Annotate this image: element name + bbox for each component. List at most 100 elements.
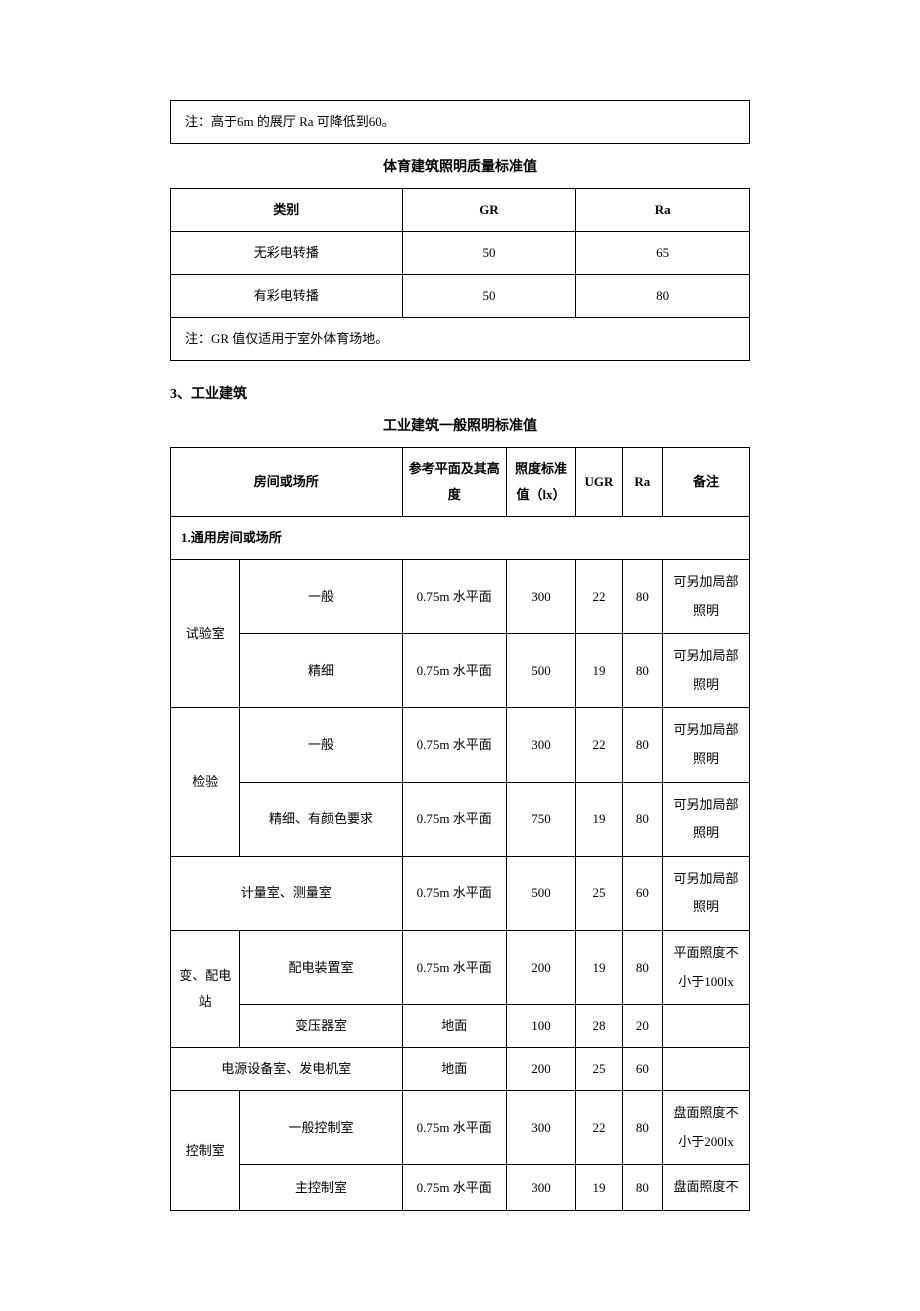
col-gr: GR — [402, 189, 576, 232]
table-row: 控制室 一般控制室 0.75m 水平面 300 22 80 盘面照度不小于200… — [171, 1091, 750, 1165]
col-category: 类别 — [171, 189, 403, 232]
cell: 300 — [506, 560, 575, 634]
cell: 20 — [622, 1005, 663, 1048]
cell: 750 — [506, 782, 575, 856]
cell: 60 — [622, 1048, 663, 1091]
cell: 一般 — [240, 708, 402, 782]
table-row: 注：GR 值仅适用于室外体育场地。 — [171, 318, 750, 361]
cell-remark — [663, 1005, 750, 1048]
col-ugr: UGR — [576, 448, 622, 517]
cell: 80 — [576, 275, 750, 318]
cell: 80 — [622, 1165, 663, 1211]
cell: 变压器室 — [240, 1005, 402, 1048]
page: 注：高于6m 的展厅 Ra 可降低到60。 体育建筑照明质量标准值 类别 GR … — [0, 0, 920, 1311]
cell: 80 — [622, 634, 663, 708]
cell: 0.75m 水平面 — [402, 634, 506, 708]
cell-remark: 可另加局部照明 — [663, 634, 750, 708]
cell: 地面 — [402, 1048, 506, 1091]
cell-group: 检验 — [171, 708, 240, 856]
industrial-lighting-table: 房间或场所 参考平面及其高度 照度标准值（lx） UGR Ra 备注 1.通用房… — [170, 447, 750, 1211]
cell: 精细 — [240, 634, 402, 708]
cell: 一般 — [240, 560, 402, 634]
cell: 配电装置室 — [240, 930, 402, 1004]
cell: 22 — [576, 560, 622, 634]
cell: 28 — [576, 1005, 622, 1048]
cell: 19 — [576, 930, 622, 1004]
col-lx: 照度标准值（lx） — [506, 448, 575, 517]
cell-remark: 可另加局部照明 — [663, 856, 750, 930]
cell: 22 — [576, 708, 622, 782]
cell: 100 — [506, 1005, 575, 1048]
table-row: 变、配电站 配电装置室 0.75m 水平面 200 19 80 平面照度不小于1… — [171, 930, 750, 1004]
cell-remark: 盘面照度不小于200lx — [663, 1091, 750, 1165]
cell-group: 试验室 — [171, 560, 240, 708]
cell: 地面 — [402, 1005, 506, 1048]
cell: 0.75m 水平面 — [402, 560, 506, 634]
table-row: 精细 0.75m 水平面 500 19 80 可另加局部照明 — [171, 634, 750, 708]
col-plane: 参考平面及其高度 — [402, 448, 506, 517]
cell: 0.75m 水平面 — [402, 708, 506, 782]
cell: 80 — [622, 782, 663, 856]
table-row: 试验室 一般 0.75m 水平面 300 22 80 可另加局部照明 — [171, 560, 750, 634]
col-ra: Ra — [576, 189, 750, 232]
table-row: 检验 一般 0.75m 水平面 300 22 80 可另加局部照明 — [171, 708, 750, 782]
cell-group: 变、配电站 — [171, 930, 240, 1047]
table2-title: 工业建筑一般照明标准值 — [170, 413, 750, 441]
cell: 65 — [576, 232, 750, 275]
cell-group: 控制室 — [171, 1091, 240, 1211]
table-row: 计量室、测量室 0.75m 水平面 500 25 60 可另加局部照明 — [171, 856, 750, 930]
table-header-row: 类别 GR Ra — [171, 189, 750, 232]
cell: 50 — [402, 275, 576, 318]
cell: 0.75m 水平面 — [402, 1091, 506, 1165]
cell: 60 — [622, 856, 663, 930]
table-row: 注：高于6m 的展厅 Ra 可降低到60。 — [171, 101, 750, 144]
section-3-header: 3、工业建筑 — [170, 383, 750, 403]
table1-note: 注：GR 值仅适用于室外体育场地。 — [171, 318, 750, 361]
cell: 19 — [576, 782, 622, 856]
cell: 80 — [622, 930, 663, 1004]
table-row: 1.通用房间或场所 — [171, 517, 750, 560]
cell: 300 — [506, 708, 575, 782]
subsection-header: 1.通用房间或场所 — [171, 517, 750, 560]
table-row: 变压器室 地面 100 28 20 — [171, 1005, 750, 1048]
cell: 19 — [576, 634, 622, 708]
col-ra: Ra — [622, 448, 663, 517]
cell: 19 — [576, 1165, 622, 1211]
cell: 主控制室 — [240, 1165, 402, 1211]
cell: 500 — [506, 856, 575, 930]
col-room: 房间或场所 — [171, 448, 403, 517]
cell: 300 — [506, 1165, 575, 1211]
note-top-table: 注：高于6m 的展厅 Ra 可降低到60。 — [170, 100, 750, 144]
cell: 一般控制室 — [240, 1091, 402, 1165]
cell: 200 — [506, 1048, 575, 1091]
cell: 80 — [622, 560, 663, 634]
sports-lighting-table: 类别 GR Ra 无彩电转播 50 65 有彩电转播 50 80 注：GR 值仅… — [170, 188, 750, 361]
cell: 0.75m 水平面 — [402, 930, 506, 1004]
cell-group: 计量室、测量室 — [171, 856, 403, 930]
cell: 22 — [576, 1091, 622, 1165]
cell-remark: 可另加局部照明 — [663, 782, 750, 856]
cell: 25 — [576, 1048, 622, 1091]
table-row: 主控制室 0.75m 水平面 300 19 80 盘面照度不 — [171, 1165, 750, 1211]
table-header-row: 房间或场所 参考平面及其高度 照度标准值（lx） UGR Ra 备注 — [171, 448, 750, 517]
cell-remark: 平面照度不小于100lx — [663, 930, 750, 1004]
table-row: 电源设备室、发电机室 地面 200 25 60 — [171, 1048, 750, 1091]
cell: 0.75m 水平面 — [402, 1165, 506, 1211]
table-row: 精细、有颜色要求 0.75m 水平面 750 19 80 可另加局部照明 — [171, 782, 750, 856]
cell: 200 — [506, 930, 575, 1004]
table-row: 有彩电转播 50 80 — [171, 275, 750, 318]
col-remark: 备注 — [663, 448, 750, 517]
cell-remark: 可另加局部照明 — [663, 708, 750, 782]
table-row: 无彩电转播 50 65 — [171, 232, 750, 275]
cell: 80 — [622, 708, 663, 782]
cell: 80 — [622, 1091, 663, 1165]
cell: 500 — [506, 634, 575, 708]
cell-remark: 可另加局部照明 — [663, 560, 750, 634]
cell: 50 — [402, 232, 576, 275]
cell: 无彩电转播 — [171, 232, 403, 275]
cell: 300 — [506, 1091, 575, 1165]
cell: 0.75m 水平面 — [402, 856, 506, 930]
note-top-cell: 注：高于6m 的展厅 Ra 可降低到60。 — [171, 101, 750, 144]
cell-group: 电源设备室、发电机室 — [171, 1048, 403, 1091]
table1-title: 体育建筑照明质量标准值 — [170, 154, 750, 182]
